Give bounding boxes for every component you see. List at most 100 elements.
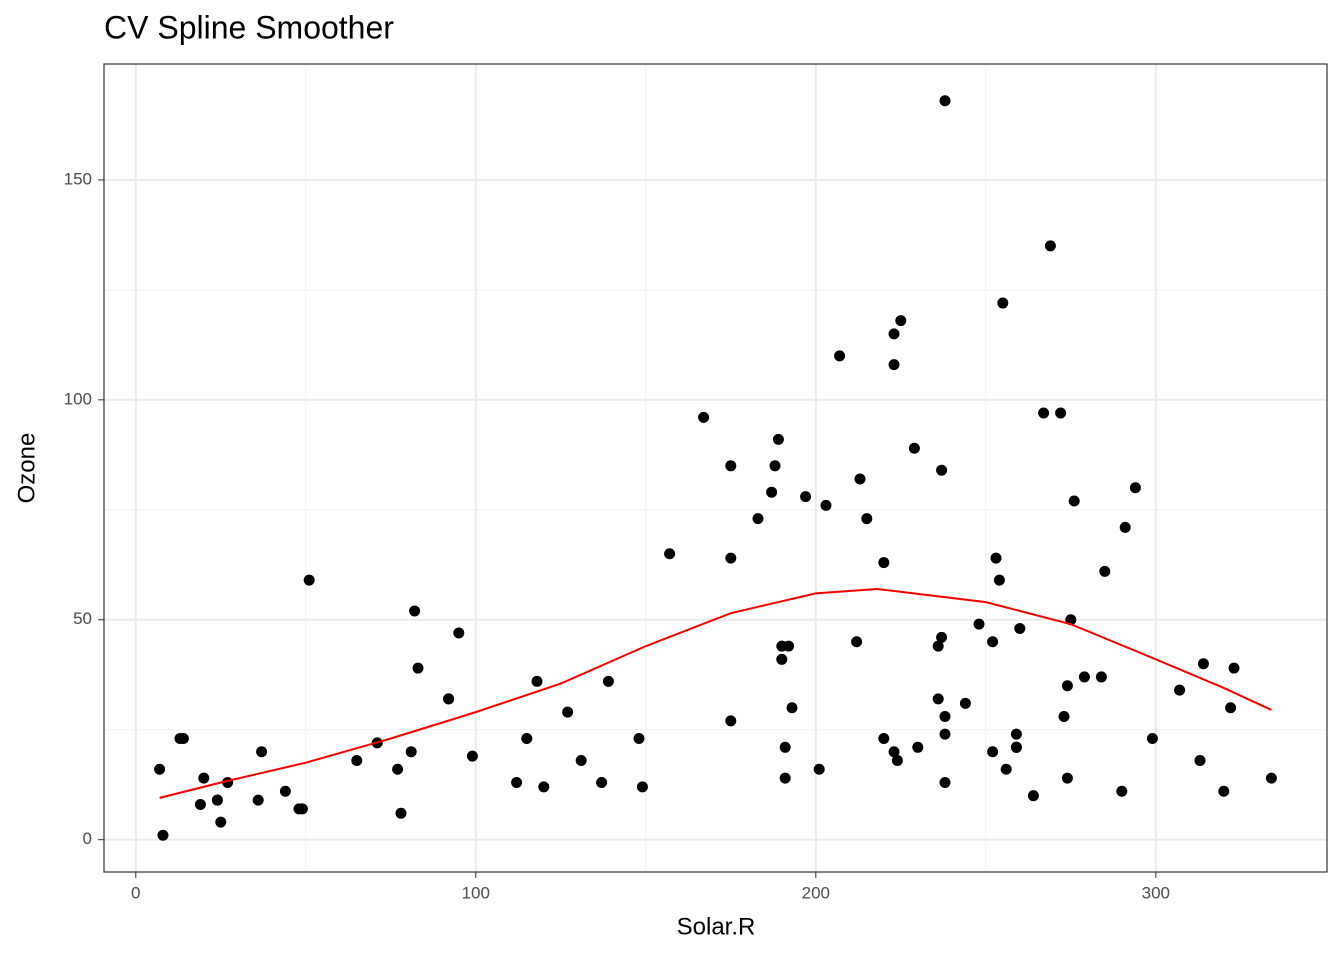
point (1099, 565, 1111, 577)
x-axis-title: Solar.R (677, 913, 756, 940)
point (878, 733, 890, 745)
point (412, 662, 424, 674)
point (878, 557, 890, 569)
point (936, 631, 948, 643)
point (1129, 482, 1141, 494)
point (861, 513, 873, 525)
point (1095, 671, 1107, 683)
point (1010, 728, 1022, 740)
y-tick-label: 100 (64, 389, 92, 408)
point (511, 776, 523, 788)
point (303, 574, 315, 586)
point (1014, 623, 1026, 635)
point (392, 763, 404, 775)
point (395, 807, 407, 819)
point (769, 460, 781, 472)
point (409, 605, 421, 617)
point (1055, 407, 1067, 419)
point (820, 499, 832, 511)
point (1116, 785, 1128, 797)
point (177, 733, 189, 745)
point (575, 754, 587, 766)
point (725, 715, 737, 727)
point (453, 627, 465, 639)
point (198, 772, 210, 784)
point (664, 548, 676, 560)
point (939, 711, 951, 723)
point (1061, 680, 1073, 692)
point (888, 359, 900, 371)
point (1228, 662, 1240, 674)
chart-title: CV Spline Smoother (104, 9, 394, 45)
point (1197, 658, 1209, 670)
point (1038, 407, 1050, 419)
point (279, 785, 291, 797)
point (776, 653, 788, 665)
y-tick-label: 0 (83, 829, 92, 848)
point (939, 95, 951, 107)
point (939, 776, 951, 788)
point (1027, 790, 1039, 802)
point (1218, 785, 1230, 797)
point (633, 733, 645, 745)
point (725, 552, 737, 564)
point (1044, 240, 1056, 252)
point (154, 763, 166, 775)
point (779, 772, 791, 784)
point (1010, 741, 1022, 753)
point (562, 706, 574, 718)
point (1225, 702, 1237, 714)
point (1068, 495, 1080, 507)
point (157, 829, 169, 841)
point (772, 433, 784, 445)
point (932, 640, 944, 652)
smooth-line (159, 587, 1272, 799)
point (538, 781, 550, 793)
point (912, 741, 924, 753)
point (752, 513, 764, 525)
point (766, 486, 778, 498)
point (776, 640, 788, 652)
point (973, 618, 985, 630)
point (531, 675, 543, 687)
point (786, 702, 798, 714)
point (888, 328, 900, 340)
point (602, 675, 614, 687)
point (834, 350, 846, 362)
point (1146, 733, 1158, 745)
point (1058, 711, 1070, 723)
point (891, 754, 903, 766)
point (215, 816, 227, 828)
point (888, 746, 900, 758)
y-tick-label: 150 (64, 169, 92, 188)
x-tick-label: 100 (462, 883, 490, 902)
point (993, 574, 1005, 586)
point (959, 697, 971, 709)
x-tick-label: 200 (802, 883, 830, 902)
x-tick-label: 0 (131, 883, 140, 902)
point (987, 636, 999, 648)
point (296, 803, 308, 815)
point (466, 750, 478, 762)
point (854, 473, 866, 485)
point (895, 315, 907, 327)
point (813, 763, 825, 775)
point (252, 794, 264, 806)
point (1194, 754, 1206, 766)
point (1119, 521, 1131, 533)
point (932, 693, 944, 705)
point (936, 464, 948, 476)
point (351, 754, 363, 766)
point (211, 794, 223, 806)
point (1078, 671, 1090, 683)
point (800, 491, 812, 503)
point (194, 798, 206, 810)
panel-border (103, 63, 1328, 873)
point (596, 776, 608, 788)
x-tick-label: 300 (1142, 883, 1170, 902)
point (908, 442, 920, 454)
point (698, 411, 710, 423)
y-tick-label: 50 (73, 609, 92, 628)
point (987, 746, 999, 758)
